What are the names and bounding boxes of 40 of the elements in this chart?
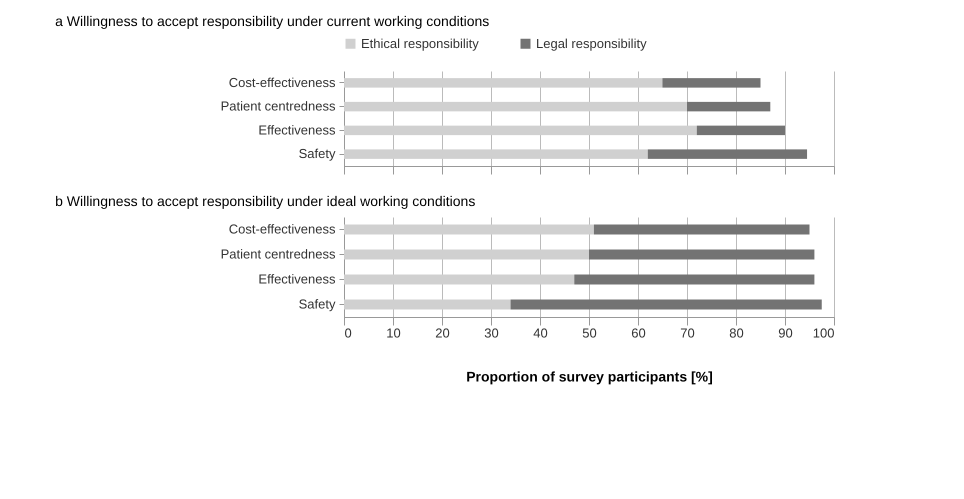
y-tick-label: Safety — [298, 146, 336, 162]
bar — [648, 149, 808, 159]
y-tick-label: Safety — [298, 296, 336, 312]
bar — [594, 224, 810, 234]
x-tick-label: 70 — [680, 326, 695, 340]
x-tick-label: 50 — [582, 326, 597, 340]
y-tick-label: Effectiveness — [258, 122, 336, 138]
bar — [510, 300, 822, 310]
y-tick-label: Patient centredness — [220, 98, 336, 114]
x-tick-label: 80 — [729, 326, 744, 340]
x-tick-label: 30 — [484, 326, 499, 340]
y-tick-label: Cost-effectiveness — [228, 222, 336, 236]
y-tick-label: Patient centredness — [220, 246, 336, 262]
legend-label: Legal responsibility — [536, 36, 648, 51]
bar — [696, 126, 785, 136]
x-tick-label: 10 — [386, 326, 401, 340]
chart-title: a Willingness to accept responsibility under current working conditions — [55, 13, 490, 29]
x-tick-label: 20 — [435, 326, 450, 340]
bar — [344, 102, 687, 112]
x-tick-label: 90 — [778, 326, 793, 340]
x-tick-label: 0 — [344, 326, 352, 340]
bar — [344, 274, 574, 284]
bar — [589, 250, 814, 260]
bar — [574, 274, 814, 284]
legend-label: Ethical responsibility — [361, 36, 480, 51]
x-tick-label: 40 — [533, 326, 548, 340]
bar — [344, 126, 697, 136]
bar — [344, 250, 589, 260]
bar — [344, 78, 662, 88]
chart-title: b Willingness to accept responsibility under ideal working conditions — [55, 193, 476, 209]
x-tick-label: 100 — [812, 326, 834, 340]
y-tick-label: Effectiveness — [258, 272, 336, 286]
bar — [662, 78, 760, 88]
x-tick-label: 60 — [631, 326, 646, 340]
bar — [687, 102, 770, 112]
y-tick-label: Cost-effectiveness — [228, 74, 336, 90]
x-axis-title: Proportion of survey participants [%] — [466, 368, 713, 384]
bar — [344, 149, 648, 159]
bar — [344, 300, 511, 310]
bar — [344, 224, 594, 234]
